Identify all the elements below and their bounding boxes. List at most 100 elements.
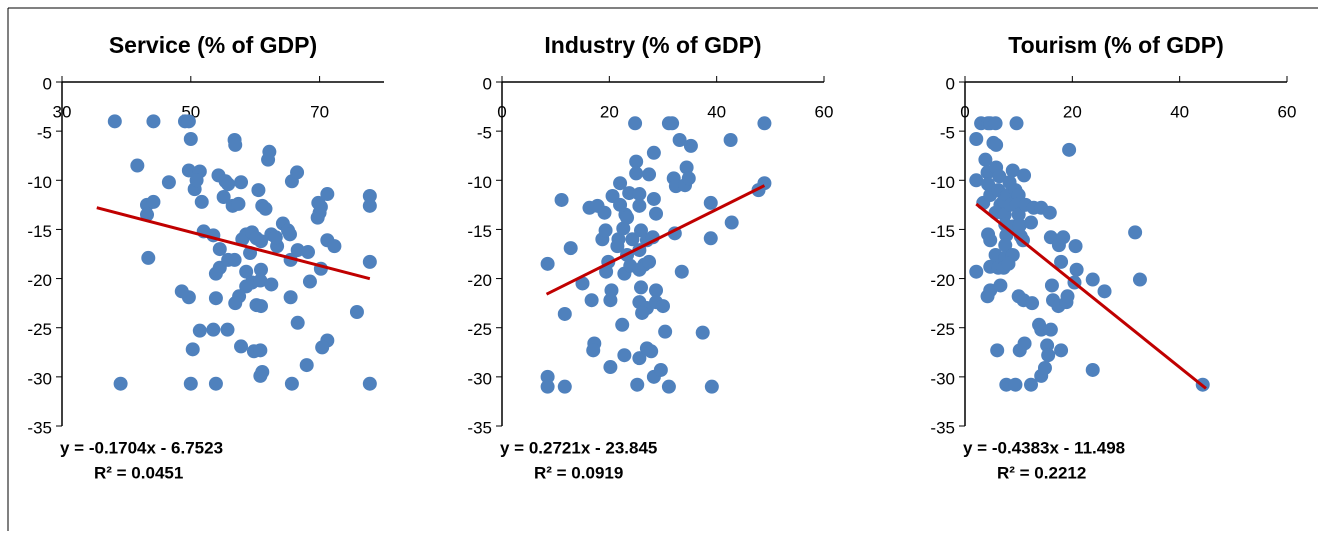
point bbox=[993, 278, 1008, 293]
trendline bbox=[545, 184, 766, 296]
point bbox=[1017, 336, 1032, 351]
point bbox=[633, 280, 648, 295]
point bbox=[575, 276, 590, 291]
point bbox=[632, 351, 647, 366]
y-tick-label: -30 bbox=[27, 369, 52, 388]
point bbox=[703, 195, 718, 210]
point bbox=[1008, 377, 1023, 392]
point bbox=[181, 163, 196, 178]
point bbox=[189, 173, 204, 188]
chart-title: Tourism (% of GDP) bbox=[1008, 32, 1224, 58]
point bbox=[586, 343, 601, 358]
point bbox=[603, 360, 618, 375]
point bbox=[554, 192, 569, 207]
point bbox=[1042, 205, 1057, 220]
point bbox=[969, 173, 984, 188]
point bbox=[146, 194, 161, 209]
point bbox=[661, 379, 676, 394]
point bbox=[216, 189, 231, 204]
point bbox=[1044, 278, 1059, 293]
x-tick-label: 30 bbox=[53, 102, 72, 121]
point bbox=[1056, 230, 1071, 245]
point bbox=[1060, 289, 1075, 304]
point bbox=[613, 176, 628, 191]
point bbox=[1085, 362, 1100, 377]
point bbox=[981, 177, 996, 192]
point bbox=[597, 205, 612, 220]
point bbox=[315, 340, 330, 355]
point bbox=[228, 137, 243, 152]
equation: y = -0.4383x - 11.498 bbox=[963, 438, 1125, 457]
point bbox=[615, 317, 630, 332]
point bbox=[192, 323, 207, 338]
point bbox=[1097, 284, 1112, 299]
point bbox=[1017, 168, 1032, 183]
point bbox=[253, 262, 268, 277]
point bbox=[992, 169, 1007, 184]
chart-title: Service (% of GDP) bbox=[109, 32, 317, 58]
x-tick-label: 0 bbox=[960, 102, 969, 121]
point bbox=[540, 379, 555, 394]
y-tick-label: -5 bbox=[940, 124, 955, 143]
point bbox=[239, 279, 254, 294]
point bbox=[616, 221, 631, 236]
point bbox=[1001, 256, 1016, 271]
point bbox=[130, 158, 145, 173]
r-squared: R² = 0.0451 bbox=[94, 463, 183, 482]
point bbox=[221, 177, 236, 192]
point bbox=[1132, 272, 1147, 287]
point bbox=[635, 305, 650, 320]
x-tick-label: 60 bbox=[1278, 102, 1297, 121]
equation: y = -0.1704x - 6.7523 bbox=[60, 438, 223, 457]
point bbox=[704, 379, 719, 394]
point bbox=[194, 194, 209, 209]
r-squared: R² = 0.2212 bbox=[997, 463, 1086, 482]
point bbox=[320, 187, 335, 202]
y-tick-label: -10 bbox=[930, 173, 955, 192]
chart-title: Industry (% of GDP) bbox=[544, 32, 761, 58]
point bbox=[362, 189, 377, 204]
point bbox=[251, 183, 266, 198]
point bbox=[644, 344, 659, 359]
point bbox=[212, 242, 227, 257]
point bbox=[632, 198, 647, 213]
point bbox=[989, 137, 1004, 152]
point bbox=[656, 299, 670, 314]
point bbox=[1024, 377, 1039, 392]
y-tick-label: -20 bbox=[930, 271, 955, 290]
point bbox=[161, 175, 176, 190]
point bbox=[724, 215, 739, 230]
point bbox=[563, 241, 578, 256]
point bbox=[969, 132, 984, 147]
y-tick-label: -15 bbox=[27, 222, 52, 241]
point bbox=[1009, 116, 1024, 131]
point bbox=[629, 154, 644, 169]
point bbox=[258, 201, 273, 216]
point bbox=[646, 145, 661, 160]
point bbox=[313, 199, 328, 214]
point bbox=[679, 160, 694, 175]
point bbox=[234, 339, 249, 354]
point bbox=[695, 325, 710, 340]
point bbox=[1062, 142, 1077, 157]
y-tick-label: -25 bbox=[930, 320, 955, 339]
point bbox=[1054, 343, 1069, 358]
y-tick-label: -20 bbox=[467, 271, 492, 290]
point bbox=[231, 196, 246, 211]
point bbox=[268, 230, 283, 245]
point bbox=[1128, 225, 1143, 240]
point bbox=[649, 206, 664, 221]
point bbox=[264, 277, 279, 292]
trendline bbox=[975, 202, 1207, 390]
point bbox=[649, 283, 664, 298]
point bbox=[642, 167, 657, 182]
point bbox=[630, 377, 645, 392]
point bbox=[665, 116, 680, 131]
y-tick-label: 0 bbox=[946, 74, 955, 93]
point bbox=[629, 166, 644, 181]
point bbox=[584, 293, 599, 308]
point bbox=[628, 116, 643, 131]
point bbox=[1012, 218, 1027, 233]
point bbox=[301, 245, 316, 260]
